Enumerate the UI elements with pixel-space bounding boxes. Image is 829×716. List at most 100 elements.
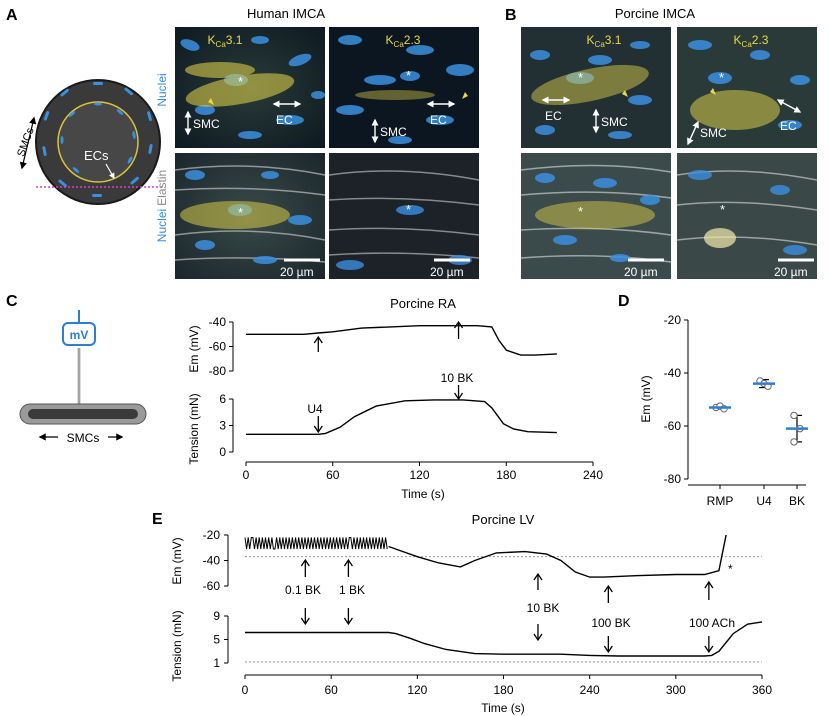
em-y-tick-label: -80 [209, 364, 227, 378]
a-kca31-label: KCa3.1 [208, 33, 243, 49]
x-tick-label: 60 [326, 468, 340, 482]
star-marker: * [578, 204, 583, 219]
e-em-y-tick-label: -60 [203, 579, 221, 593]
e-1bk-label: 1 BK [339, 583, 365, 597]
nuclei-elastin-row-label: NucleiElastin [155, 170, 169, 242]
u4-label: U4 [307, 402, 323, 416]
em-y-tick-label: -60 [209, 340, 227, 354]
ecs-label: ECs [84, 148, 109, 163]
scale-bar-label: 20 µm [624, 265, 658, 279]
e-x-tick-label: 240 [580, 683, 600, 697]
e-x-tick-label: 60 [324, 683, 338, 697]
e-tension-axis-label: Tension (mN) [170, 610, 184, 681]
e-em-axis-label: Em (mV) [170, 537, 184, 584]
tension-y-tick-label: 0 [219, 445, 226, 459]
panel-letter-b: B [505, 7, 517, 24]
u4-em-arrow-head [313, 335, 323, 344]
smc-arrow [687, 120, 699, 146]
scale-bar-label: 20 µm [280, 265, 314, 279]
e-x-tick-label: 0 [242, 683, 249, 697]
tension-trace [246, 399, 557, 435]
e-tension-y-tick-label: 1 [213, 656, 220, 670]
micrograph-a-kca31-bottom [174, 153, 326, 279]
u4-tension-arrow-head [313, 425, 323, 434]
panel-letter-d: D [618, 293, 630, 310]
smcs-double-arrow [19, 116, 37, 170]
ec-label: EC [545, 109, 562, 123]
d-y-tick-label: -80 [664, 472, 682, 486]
e-10bk-em-arrow-head [533, 572, 543, 581]
b-kca23-label: KCa2.3 [734, 33, 769, 49]
star-marker: * [406, 202, 411, 217]
smc-label: SMC [380, 125, 407, 139]
x-tick-label: 240 [583, 468, 603, 482]
star-marker: * [238, 74, 243, 89]
d-data-point [790, 411, 798, 420]
panel-c-title: Porcine RA [390, 296, 456, 311]
d-y-axis-label: Em (mV) [639, 375, 653, 422]
em-axis-label: Em (mV) [187, 325, 201, 372]
vessel-schematic [35, 79, 164, 205]
micrograph-a-kca31-top [175, 27, 325, 148]
ec-label: EC [430, 113, 447, 127]
e-em-trace [388, 534, 727, 578]
scale-bar-label: 20 µm [774, 265, 808, 279]
d-category-label: U4 [756, 494, 772, 508]
e-01bk-em-arrow-head [300, 558, 310, 567]
em-y-tick-label: -40 [209, 315, 227, 329]
smc-label: SMC [700, 126, 727, 140]
nuclei-row-label: Nuclei [155, 73, 169, 106]
e-em-oscillation [244, 537, 388, 550]
tension-y-tick-label: 3 [219, 419, 226, 433]
10bk-label: 10 BK [441, 371, 474, 385]
bk-em-arrow-head [453, 320, 464, 329]
e-x-tick-label: 360 [752, 683, 772, 697]
chart-c: -40 -60 -80 6 3 0 0 60 120 180 240 [209, 315, 604, 482]
tension-y-tick-label: 6 [219, 392, 226, 406]
e-tension-trace [245, 621, 763, 657]
panel-letter-a: A [6, 7, 18, 24]
e-10bk-label: 10 BK [527, 601, 560, 615]
panel-b-title: Porcine IMCA [615, 6, 696, 21]
e-100bk-tension-arrow-head [603, 645, 613, 654]
ec-label: EC [276, 113, 293, 127]
e-10bk-tension-arrow-head [533, 633, 543, 642]
x-axis-label: Time (s) [401, 487, 445, 501]
chart-e: -20 -40 -60 9 5 1 0 60 120 180 240 300 360 [203, 528, 773, 697]
arrowhead-marker [710, 88, 716, 95]
panel-letter-c: C [6, 293, 18, 310]
smc-label: SMC [601, 115, 628, 129]
e-01bk-tension-arrow-head [300, 617, 310, 626]
d-category-label: BK [789, 494, 805, 508]
e-em-y-tick-label: -40 [203, 554, 221, 568]
e-em-y-tick-label: -20 [203, 528, 221, 542]
ec-label: EC [780, 119, 797, 133]
x-tick-label: 120 [409, 468, 429, 482]
micrograph-b-kca23-top [677, 27, 817, 148]
bk-tension-arrow-head [453, 392, 464, 401]
d-y-tick-label: -60 [664, 419, 682, 433]
x-tick-label: 0 [243, 468, 250, 482]
x-tick-label: 180 [496, 468, 516, 482]
chart-d: -20 -40 -60 -80 RMP U4 BK [664, 313, 808, 508]
smc-label: SMC [193, 117, 220, 131]
star-marker: * [238, 205, 243, 220]
d-data-point [790, 438, 798, 446]
e-1bk-tension-arrow-head [343, 617, 353, 626]
e-star-marker: * [728, 562, 733, 576]
e-100ach-tension-arrow-head [704, 645, 714, 654]
micrograph-b-kca31-bottom [520, 153, 672, 279]
ec-arrow [776, 99, 802, 113]
e-x-tick-label: 180 [493, 683, 513, 697]
electrode-schematic [19, 310, 147, 444]
e-100ach-label: 100 ACh [689, 616, 735, 630]
arrowhead-marker [622, 90, 628, 97]
e-x-tick-label: 300 [666, 683, 686, 697]
panel-letter-e: E [152, 511, 163, 528]
micrograph-b-kca23-bottom [676, 153, 818, 279]
star-marker: * [719, 70, 724, 85]
d-category-label: RMP [707, 494, 734, 508]
b-kca31-label: KCa3.1 [587, 33, 622, 49]
smcs-label: SMCs [67, 431, 100, 445]
